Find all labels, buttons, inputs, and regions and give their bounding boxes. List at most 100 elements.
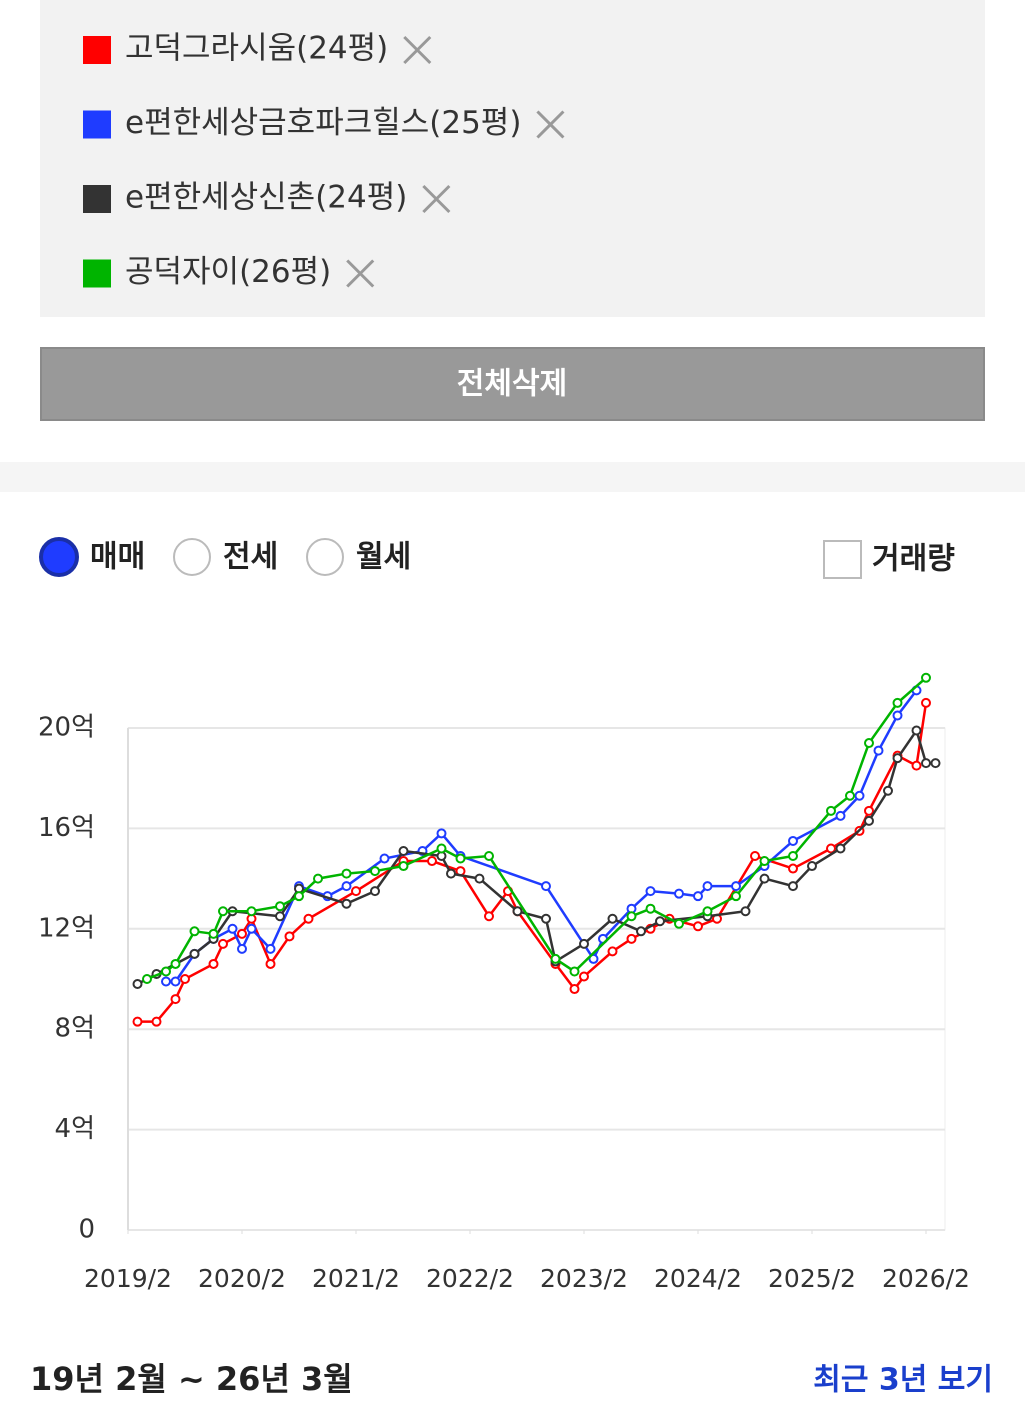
data-point — [161, 966, 171, 977]
data-point — [132, 1016, 143, 1027]
radio[interactable] — [39, 537, 79, 577]
y-tick-label: 8억 — [55, 1014, 95, 1044]
data-point — [892, 697, 903, 708]
data-point — [645, 903, 656, 914]
data-point — [845, 790, 855, 801]
x-tick-label: 2019/2 — [84, 1264, 172, 1293]
radio-label: 전세 — [223, 540, 278, 575]
x-tick-label: 2021/2 — [312, 1264, 400, 1293]
radio-label: 매매 — [90, 540, 145, 575]
data-point — [341, 881, 352, 892]
data-point — [246, 906, 257, 917]
remove-icon[interactable] — [346, 259, 375, 288]
button-label: 전체삭제 — [457, 367, 567, 402]
remove-icon[interactable] — [422, 184, 451, 214]
data-point — [588, 953, 599, 964]
data-point — [208, 928, 219, 939]
data-point — [873, 745, 884, 756]
data-point — [579, 938, 589, 949]
legend-swatch — [83, 110, 111, 139]
data-point — [151, 1016, 162, 1027]
radio-group: 매매 전세 월세 — [39, 537, 411, 577]
data-point — [674, 918, 684, 929]
data-point — [607, 913, 618, 924]
data-point — [579, 971, 589, 982]
data-point — [398, 845, 409, 856]
data-point — [512, 906, 523, 917]
data-point — [788, 881, 798, 892]
data-point — [892, 753, 903, 764]
chart: 0 4억 8억 12억 16억 20억 2019/2 2020/2 2021/2 2022/2 20… — [38, 672, 970, 1293]
x-tick-label: 2020/2 — [198, 1264, 286, 1293]
legend-swatch — [83, 185, 111, 213]
data-point — [170, 994, 181, 1005]
data-point — [436, 828, 447, 839]
data-point — [864, 738, 874, 749]
data-point — [427, 856, 437, 867]
data-point — [702, 881, 713, 892]
data-point — [911, 760, 922, 771]
recent-link[interactable]: 최근 3년 보기 — [813, 1363, 993, 1398]
data-point — [693, 891, 703, 902]
data-point — [626, 933, 637, 944]
data-point — [835, 810, 846, 821]
x-tick-label: 2024/2 — [654, 1264, 742, 1293]
data-point — [911, 725, 922, 736]
data-point — [341, 898, 352, 909]
legend-label: 공덕자이(26평) — [125, 254, 331, 290]
data-point — [693, 921, 703, 932]
data-point — [370, 866, 380, 877]
data-point — [740, 906, 751, 917]
legend-swatch — [83, 36, 111, 64]
data-point — [655, 916, 665, 927]
x-tick-label: 2026/2 — [882, 1264, 970, 1293]
legend-label: 고덕그라시움(24평) — [125, 31, 388, 67]
data-point — [455, 853, 466, 864]
delete-all-button[interactable] — [40, 347, 985, 421]
legend-label: e편한세상금호파크힐스(25평) — [125, 105, 521, 141]
radio[interactable] — [306, 538, 344, 576]
data-point — [569, 984, 580, 995]
data-point — [788, 835, 798, 846]
data-point — [921, 758, 931, 769]
data-point — [446, 868, 456, 879]
y-tick-label: 16억 — [38, 813, 95, 843]
data-point — [788, 863, 798, 874]
separator — [0, 462, 1025, 492]
data-point — [864, 815, 874, 826]
selected-panel — [40, 0, 985, 317]
checkbox[interactable] — [823, 540, 862, 579]
y-tick-label: 4억 — [55, 1114, 95, 1144]
data-point — [892, 710, 903, 721]
data-point — [370, 886, 380, 897]
remove-icon[interactable] — [403, 35, 432, 65]
data-point — [541, 881, 551, 892]
data-point — [484, 911, 494, 922]
data-point — [218, 906, 228, 917]
data-point — [731, 881, 741, 892]
data-point — [246, 923, 257, 934]
data-point — [265, 943, 276, 954]
data-point — [826, 843, 836, 854]
data-point — [218, 938, 228, 949]
x-tick-label: 2022/2 — [426, 1264, 514, 1293]
data-point — [759, 856, 770, 867]
data-point — [275, 911, 285, 922]
data-point — [170, 976, 181, 987]
remove-icon[interactable] — [536, 110, 565, 139]
series-line — [136, 727, 936, 986]
data-point — [294, 891, 304, 902]
data-point — [921, 697, 931, 708]
data-point — [550, 953, 561, 964]
data-point — [284, 931, 295, 942]
data-point — [750, 851, 760, 862]
data-point — [189, 948, 200, 959]
data-point — [398, 861, 409, 872]
radio[interactable] — [173, 538, 211, 576]
data-point — [170, 958, 181, 969]
data-point — [132, 979, 143, 990]
data-point — [921, 672, 931, 683]
data-point — [788, 851, 798, 862]
data-point — [826, 805, 836, 816]
